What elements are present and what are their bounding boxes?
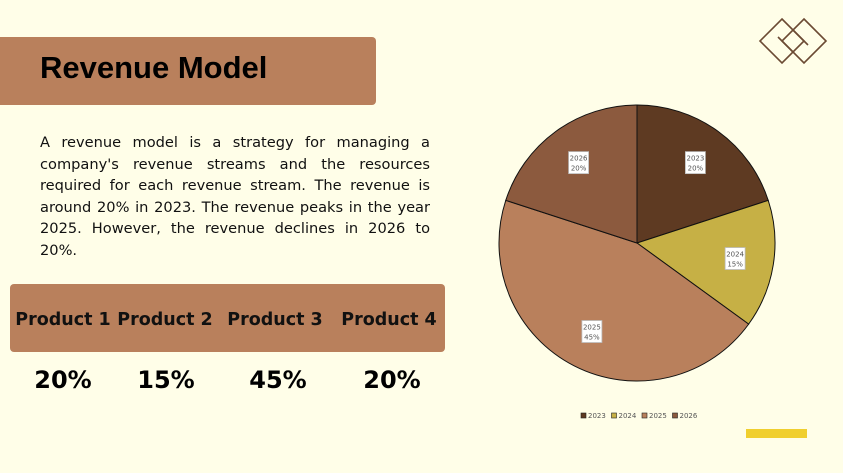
- logo-icon: [758, 17, 828, 65]
- label-category: 2026: [570, 155, 588, 163]
- legend-item-2025: 2025: [641, 412, 667, 420]
- svg-text:2025: 2025: [649, 412, 667, 420]
- legend-item-2023: 2023: [580, 412, 606, 420]
- product-value: 45%: [249, 366, 307, 394]
- svg-text:2023: 2023: [588, 412, 606, 420]
- title-banner: [0, 37, 376, 105]
- description-text: A revenue model is a strategy for managi…: [40, 134, 430, 259]
- product-label: Product 2: [117, 310, 213, 330]
- product-value: 20%: [363, 366, 421, 394]
- legend-item-2024: 2024: [611, 412, 637, 420]
- accent-bar: [746, 429, 807, 438]
- data-label-2024: 2024 15%: [724, 247, 746, 270]
- product-value: 15%: [137, 366, 195, 394]
- legend-item-2026: 2026: [672, 412, 698, 420]
- label-value: 20%: [571, 165, 587, 173]
- pie-slice-2025: [498, 199, 750, 382]
- label-category: 2024: [726, 251, 744, 259]
- product-label: Product 3: [227, 310, 323, 330]
- svg-text:2024: 2024: [619, 412, 637, 420]
- page-title: Revenue Model: [40, 50, 268, 85]
- product-value: 20%: [34, 366, 92, 394]
- data-label-2026: 2026 20%: [568, 151, 589, 175]
- svg-text:2026: 2026: [680, 412, 698, 420]
- data-label-2025: 2025 45%: [581, 320, 603, 343]
- products-banner: [10, 284, 445, 352]
- label-category: 2023: [686, 155, 704, 163]
- pie-slice-2024: [635, 199, 776, 325]
- label-category: 2025: [583, 324, 601, 332]
- product-label: Product 1: [15, 310, 111, 330]
- label-value: 15%: [727, 261, 743, 269]
- data-label-2023: 2023 20%: [685, 151, 706, 175]
- product-label: Product 4: [341, 310, 437, 330]
- label-value: 20%: [688, 165, 704, 173]
- label-value: 45%: [584, 334, 600, 342]
